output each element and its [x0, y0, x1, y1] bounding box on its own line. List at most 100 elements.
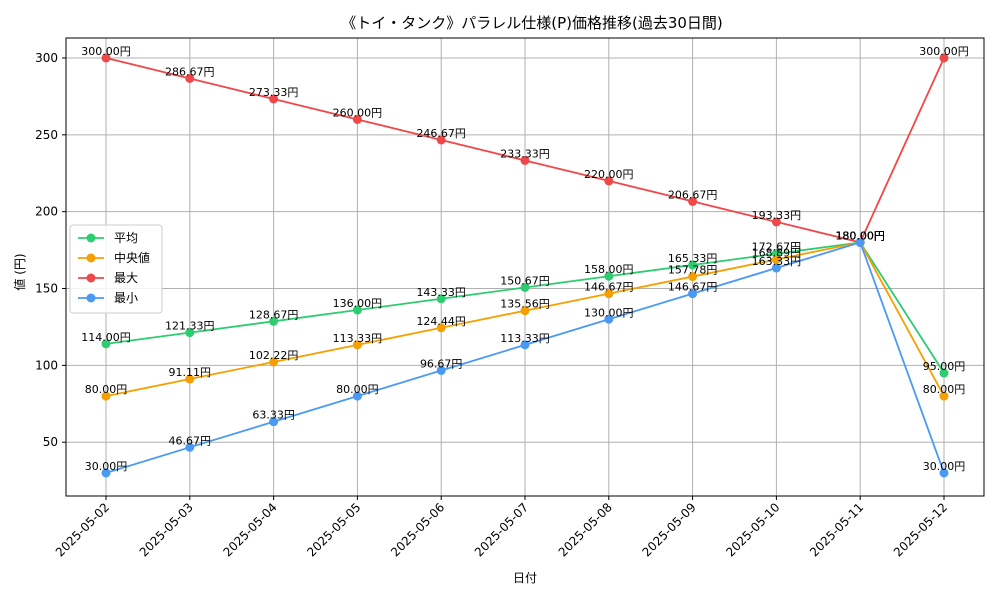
data-point: [436, 135, 446, 145]
data-label: 206.67円: [668, 188, 718, 201]
data-point: [939, 368, 949, 378]
data-label: 246.67円: [416, 127, 466, 140]
data-point: [352, 391, 362, 401]
data-point: [269, 94, 279, 104]
series-layer: [101, 53, 949, 478]
x-tick-label: 2025-05-12: [891, 500, 950, 559]
data-label: 128.67円: [249, 308, 299, 321]
y-tick-label: 300: [35, 51, 58, 65]
data-label: 114.00円: [81, 331, 131, 344]
data-label: 80.00円: [336, 383, 379, 396]
y-axis: 50 100 150 200 250 300: [35, 51, 66, 449]
data-point: [101, 339, 111, 349]
data-point: [604, 289, 614, 299]
y-tick-label: 50: [43, 435, 58, 449]
data-point: [771, 217, 781, 227]
data-point: [269, 316, 279, 326]
data-point: [269, 417, 279, 427]
legend-label: 最小: [114, 291, 138, 305]
legend-label: 平均: [114, 231, 138, 245]
data-label: 96.67円: [420, 357, 463, 370]
data-label: 180.00円: [835, 229, 885, 242]
data-label: 46.67円: [169, 434, 212, 447]
data-point: [771, 263, 781, 273]
x-tick-label: 2025-05-09: [640, 500, 699, 559]
data-point: [520, 306, 530, 316]
data-label: 30.00円: [85, 460, 128, 473]
data-label: 157.78円: [668, 264, 718, 277]
data-point: [688, 260, 698, 270]
data-label: 165.33円: [668, 252, 718, 265]
x-tick-label: 2025-05-04: [221, 500, 280, 559]
data-point: [520, 155, 530, 165]
data-point: [436, 323, 446, 333]
data-point: [352, 114, 362, 124]
data-label: 300.00円: [919, 45, 969, 58]
data-point: [520, 282, 530, 292]
data-point: [688, 272, 698, 282]
data-label: 260.00円: [333, 106, 383, 119]
data-label: 163.33円: [752, 255, 802, 268]
data-label: 150.67円: [500, 274, 550, 287]
data-point: [855, 237, 865, 247]
legend-swatch-marker: [86, 293, 96, 303]
data-point: [604, 314, 614, 324]
data-point: [185, 328, 195, 338]
data-label: 113.33円: [333, 332, 383, 345]
data-label: 102.22円: [249, 349, 299, 362]
x-tick-label: 2025-05-02: [53, 500, 112, 559]
chart-title: 《トイ・タンク》パラレル仕様(P)価格推移(過去30日間): [341, 14, 723, 32]
data-point: [436, 365, 446, 375]
data-point: [604, 271, 614, 281]
data-point: [185, 73, 195, 83]
data-label: 158.00円: [584, 263, 634, 276]
data-label: 143.33円: [416, 286, 466, 299]
x-tick-label: 2025-05-06: [388, 500, 447, 559]
data-label: 146.67円: [584, 281, 634, 294]
x-tick-label: 2025-05-07: [472, 500, 531, 559]
y-tick-label: 250: [35, 128, 58, 142]
data-label: 146.67円: [668, 281, 718, 294]
data-label: 172.67円: [752, 241, 802, 254]
data-label: 180.00円: [835, 229, 885, 242]
data-label: 124.44円: [416, 315, 466, 328]
data-label: 300.00円: [81, 45, 131, 58]
data-label: 130.00円: [584, 306, 634, 319]
data-point: [436, 294, 446, 304]
data-point: [185, 374, 195, 384]
y-tick-label: 100: [35, 358, 58, 372]
data-label: 80.00円: [923, 383, 966, 396]
data-label: 95.00円: [923, 360, 966, 373]
data-label: 220.00円: [584, 168, 634, 181]
x-tick-label: 2025-05-11: [807, 500, 866, 559]
legend-swatch-marker: [86, 253, 96, 263]
data-label: 113.33円: [500, 332, 550, 345]
data-label: 91.11円: [169, 366, 212, 379]
data-labels: 114.00円 121.33円 128.67円 136.00円 143.33円 150.6…: [81, 45, 969, 473]
data-point: [771, 254, 781, 264]
data-point: [520, 340, 530, 350]
y-tick-label: 200: [35, 205, 58, 219]
legend-label: 最大: [114, 271, 138, 285]
data-point: [688, 289, 698, 299]
data-label: 180.00円: [835, 229, 885, 242]
data-label: 286.67円: [165, 65, 215, 78]
x-tick-label: 2025-05-08: [556, 500, 615, 559]
data-label: 135.56円: [500, 298, 550, 311]
data-label: 80.00円: [85, 383, 128, 396]
data-label: 168.89円: [752, 246, 802, 259]
data-label: 63.33円: [252, 409, 295, 422]
legend-swatch-marker: [86, 273, 96, 283]
data-label: 233.33円: [500, 147, 550, 160]
legend-label: 中央値: [114, 250, 150, 265]
y-axis-label: 値 (円): [12, 253, 27, 290]
data-point: [101, 391, 111, 401]
x-tick-label: 2025-05-05: [304, 500, 363, 559]
data-point: [269, 357, 279, 367]
x-axis: 2025-05-02 2025-05-03 2025-05-04 2025-05-05…: [53, 496, 950, 559]
data-label: 30.00円: [923, 460, 966, 473]
x-tick-label: 2025-05-10: [723, 500, 782, 559]
legend-swatch-marker: [86, 233, 96, 243]
